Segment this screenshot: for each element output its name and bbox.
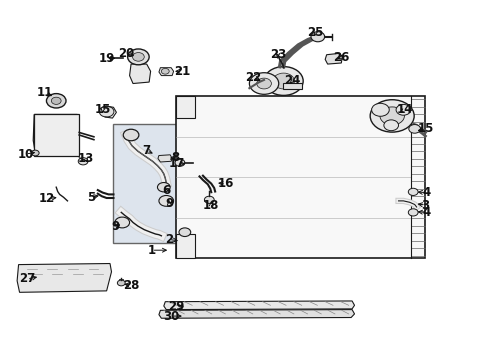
Text: 30: 30 (163, 310, 179, 323)
Circle shape (407, 188, 417, 195)
Circle shape (204, 196, 214, 203)
Text: 9: 9 (111, 220, 119, 233)
Text: 14: 14 (396, 103, 412, 116)
Circle shape (371, 103, 388, 116)
Polygon shape (129, 64, 150, 84)
Circle shape (132, 53, 144, 61)
Text: 11: 11 (37, 86, 53, 99)
Bar (176, 96, 425, 258)
Bar (282, 83, 302, 89)
Circle shape (179, 228, 190, 237)
Circle shape (369, 100, 413, 132)
Polygon shape (33, 114, 79, 156)
Text: 24: 24 (284, 75, 300, 87)
Circle shape (117, 280, 125, 286)
Circle shape (383, 120, 398, 131)
Text: 4: 4 (422, 206, 429, 219)
Text: 15: 15 (416, 122, 433, 135)
Text: 15: 15 (94, 103, 111, 116)
Bar (176, 96, 194, 118)
Text: 13: 13 (77, 152, 94, 165)
Text: 10: 10 (17, 148, 34, 161)
Text: 12: 12 (38, 192, 55, 205)
Circle shape (157, 183, 170, 192)
Polygon shape (159, 68, 173, 76)
Circle shape (175, 159, 184, 166)
Text: 23: 23 (269, 48, 285, 61)
Text: 8: 8 (171, 151, 179, 164)
Text: 6: 6 (162, 184, 170, 197)
Circle shape (31, 150, 39, 156)
Polygon shape (17, 264, 111, 292)
Text: 19: 19 (98, 52, 115, 65)
Text: 4: 4 (422, 186, 429, 199)
Circle shape (310, 32, 324, 42)
Circle shape (127, 49, 149, 65)
Polygon shape (325, 53, 342, 64)
Text: 5: 5 (87, 191, 95, 204)
Circle shape (256, 78, 271, 89)
Text: 25: 25 (306, 26, 323, 39)
Circle shape (379, 107, 404, 125)
Text: 7: 7 (142, 144, 150, 157)
Circle shape (46, 94, 66, 108)
Text: 16: 16 (217, 177, 234, 190)
Circle shape (115, 217, 129, 228)
Text: 9: 9 (165, 197, 173, 210)
Circle shape (161, 68, 169, 74)
Circle shape (99, 106, 114, 117)
Text: 20: 20 (118, 47, 134, 60)
Bar (176, 234, 194, 258)
Text: 22: 22 (244, 71, 261, 84)
Text: 29: 29 (167, 300, 184, 313)
Circle shape (51, 97, 61, 104)
Text: 27: 27 (19, 273, 35, 285)
Circle shape (123, 129, 139, 141)
Circle shape (159, 195, 173, 206)
Text: 28: 28 (122, 279, 139, 292)
Text: 21: 21 (173, 65, 190, 78)
Text: 26: 26 (332, 51, 349, 64)
Circle shape (408, 125, 420, 133)
Text: 2: 2 (164, 233, 172, 246)
Circle shape (264, 67, 303, 95)
Circle shape (249, 73, 278, 94)
Bar (113, 124, 203, 243)
Polygon shape (163, 301, 354, 310)
Polygon shape (158, 155, 172, 162)
Circle shape (395, 104, 410, 115)
Polygon shape (159, 310, 354, 318)
Text: 1: 1 (147, 244, 155, 257)
Text: 3: 3 (421, 199, 428, 212)
Circle shape (78, 158, 88, 165)
Bar (34, 114, 79, 156)
Text: 18: 18 (203, 199, 219, 212)
Circle shape (272, 73, 294, 89)
Circle shape (407, 209, 417, 216)
Text: 17: 17 (168, 157, 185, 170)
